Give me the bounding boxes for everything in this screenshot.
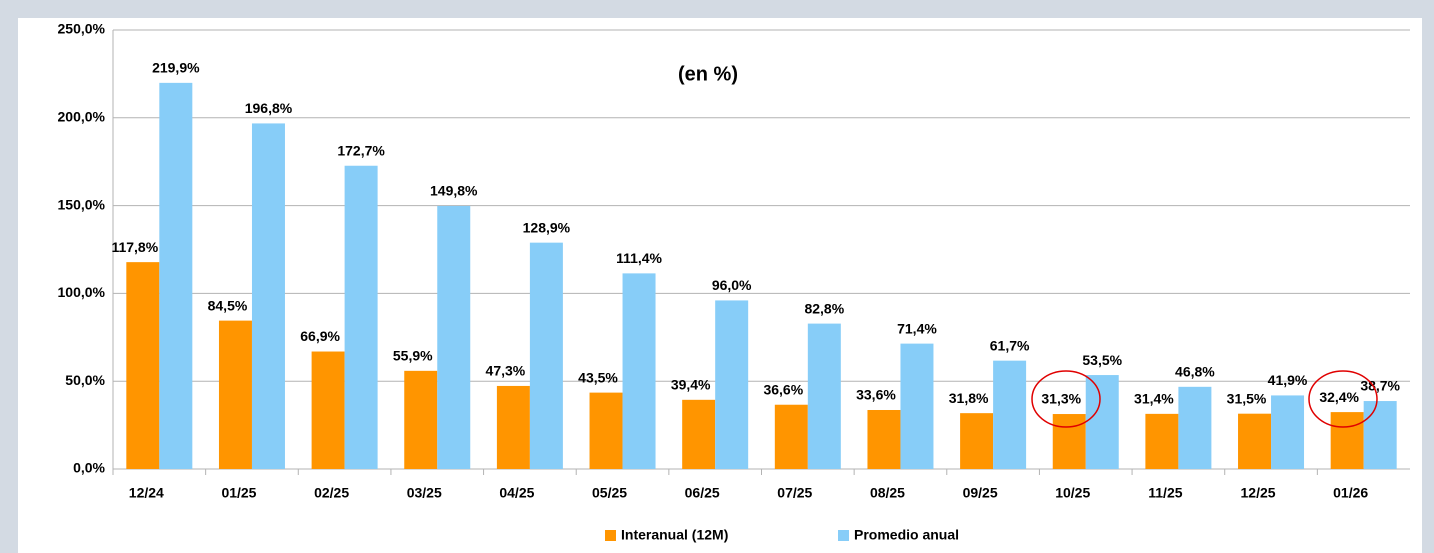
bar: [496, 385, 530, 469]
value-label: 172,7%: [337, 142, 385, 158]
value-label: 39,4%: [671, 377, 711, 393]
y-tick-label: 50,0%: [65, 372, 105, 388]
x-tick-label: 02/25: [314, 485, 349, 501]
value-label: 31,3%: [1041, 391, 1081, 407]
value-label: 31,8%: [949, 390, 989, 406]
value-label: 96,0%: [712, 277, 752, 293]
value-label: 149,8%: [430, 183, 478, 199]
bar: [807, 323, 841, 469]
bar: [159, 82, 193, 470]
bar: [960, 413, 994, 469]
x-tick-label: 12/25: [1241, 485, 1276, 501]
y-tick-label: 250,0%: [58, 21, 106, 37]
bar: [1330, 412, 1364, 469]
value-label: 55,9%: [393, 348, 433, 364]
value-label: 61,7%: [990, 337, 1030, 353]
bar: [774, 404, 808, 469]
x-tick-label: 05/25: [592, 485, 627, 501]
bar: [344, 165, 378, 469]
bar: [251, 123, 285, 470]
legend-label: Interanual (12M): [621, 527, 728, 543]
bar: [1271, 395, 1305, 469]
value-label: 66,9%: [300, 328, 340, 344]
value-label: 53,5%: [1082, 352, 1122, 368]
bar: [404, 370, 438, 469]
x-tick-label: 01/25: [221, 485, 256, 501]
value-label: 31,4%: [1134, 391, 1174, 407]
legend-swatch: [605, 530, 616, 541]
bar: [1052, 414, 1086, 469]
plot: 0,0% 50,0% 100,0% 150,0% 200,0% 250,0% 12/24 11…: [58, 21, 1410, 543]
x-tick-label: 01/26: [1333, 485, 1368, 501]
x-tick-label: 08/25: [870, 485, 905, 501]
y-tick-label: 100,0%: [58, 284, 106, 300]
x-tick-label: 06/25: [685, 485, 720, 501]
value-label: 32,4%: [1319, 389, 1359, 405]
value-label: 84,5%: [208, 297, 248, 313]
legend-label: Promedio anual: [854, 527, 959, 543]
y-tick-label: 150,0%: [58, 196, 106, 212]
bar: [1085, 375, 1119, 469]
highlight-circle: [1308, 370, 1378, 428]
bar: [622, 273, 656, 469]
value-label: 43,5%: [578, 369, 618, 385]
value-label: 41,9%: [1268, 372, 1308, 388]
bar: [529, 242, 563, 469]
x-tick-label: 12/24: [129, 485, 164, 501]
bar: [311, 351, 345, 469]
bar: [126, 262, 160, 469]
value-label: 219,9%: [152, 60, 200, 76]
x-tick-label: 04/25: [499, 485, 534, 501]
value-label: 128,9%: [523, 219, 571, 235]
y-tick-label: 0,0%: [73, 460, 105, 476]
value-label: 31,5%: [1227, 390, 1267, 406]
value-label: 196,8%: [245, 100, 293, 116]
bar: [900, 343, 934, 469]
value-label: 36,6%: [763, 381, 803, 397]
legend-swatch: [838, 530, 849, 541]
bar: [993, 360, 1027, 469]
bar: [1363, 401, 1397, 469]
bar: [1178, 386, 1212, 469]
x-tick-label: 09/25: [963, 485, 998, 501]
bar: [589, 392, 623, 469]
chart-title: (en %): [678, 63, 738, 85]
x-tick-label: 10/25: [1055, 485, 1090, 501]
value-label: 33,6%: [856, 387, 896, 403]
bar: [1145, 413, 1179, 469]
x-tick-label: 03/25: [407, 485, 442, 501]
bar: [1238, 413, 1272, 469]
bar: [682, 399, 716, 469]
bar: [867, 409, 901, 469]
x-tick-label: 07/25: [777, 485, 812, 501]
value-label: 46,8%: [1175, 364, 1215, 380]
bar: [715, 300, 749, 469]
highlight-circle: [1031, 370, 1101, 428]
bar: [437, 205, 471, 469]
x-tick-label: 11/25: [1148, 485, 1182, 501]
value-label: 117,8%: [111, 239, 158, 255]
value-label: 71,4%: [897, 320, 937, 336]
value-label: 82,8%: [804, 300, 844, 316]
bar: [218, 320, 252, 469]
y-tick-label: 200,0%: [58, 109, 106, 125]
value-label: 111,4%: [616, 250, 662, 266]
value-label: 38,7%: [1360, 378, 1400, 394]
value-label: 47,3%: [486, 363, 526, 379]
